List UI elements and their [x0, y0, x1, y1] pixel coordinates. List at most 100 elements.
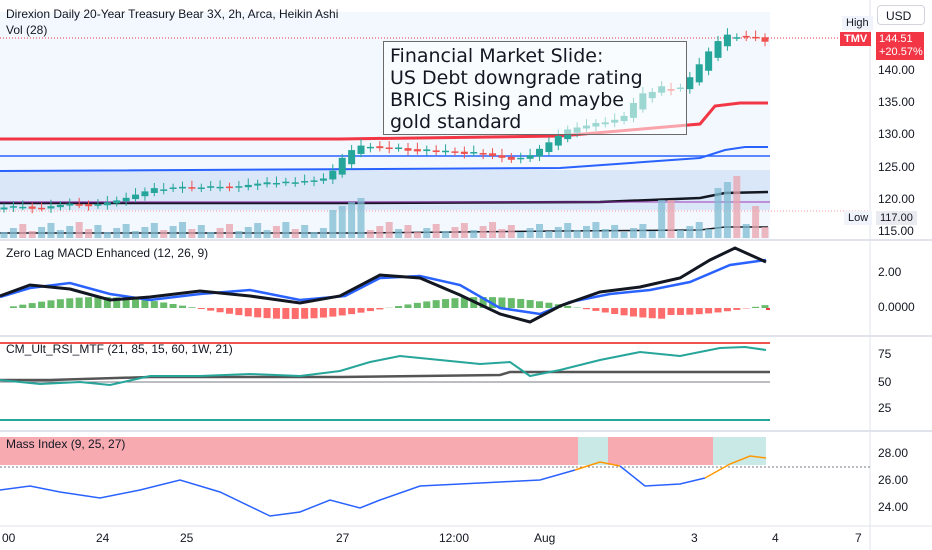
macd-histogram-bar	[348, 308, 356, 315]
candle-body	[376, 146, 384, 149]
volume-bar	[357, 198, 365, 238]
volume-bar	[338, 206, 346, 238]
price-axis-label: 130.00	[878, 127, 915, 141]
last-price-value: 144.51	[879, 33, 913, 45]
macd-histogram-bar	[620, 308, 628, 316]
macd-histogram-bar	[460, 297, 468, 308]
macd-histogram-bar	[132, 298, 140, 308]
volume-bar	[47, 223, 55, 238]
candle-body	[742, 35, 750, 38]
volume-bar	[676, 230, 684, 238]
macd-histogram-bar	[75, 297, 83, 308]
time-axis-label: 4	[772, 531, 779, 545]
candle-body	[38, 207, 46, 210]
macd-title: Zero Lag MACD Enhanced (12, 26, 9)	[6, 246, 209, 260]
upper-band-line	[0, 101, 768, 141]
candle-body	[498, 155, 506, 158]
candle-body	[263, 182, 271, 185]
low-value: 117.00	[876, 211, 917, 225]
volume-bar	[160, 230, 168, 238]
volume-bar	[385, 222, 393, 238]
volume-bar	[150, 223, 158, 238]
volume-bar	[536, 224, 544, 238]
volume-bar	[620, 232, 628, 238]
candle-body	[460, 151, 468, 154]
candle-body	[536, 148, 544, 157]
price-axis-label: 140.00	[878, 63, 915, 77]
candle-body	[301, 181, 309, 183]
macd-histogram-bar	[235, 308, 243, 316]
macd-histogram-bar	[272, 308, 280, 319]
candle-body	[395, 147, 403, 150]
volume-bar	[197, 225, 205, 238]
volume-bar	[498, 229, 506, 238]
candle-body	[216, 186, 224, 189]
mass-axis-label: 28.00	[878, 446, 909, 460]
candle-body	[122, 197, 130, 202]
macd-histogram-bar	[705, 308, 713, 314]
candle-body	[470, 152, 478, 154]
macd-histogram-bar	[254, 308, 262, 318]
volume-bar	[348, 202, 356, 238]
time-axis-label: 27	[336, 531, 350, 545]
macd-histogram-bar	[282, 308, 290, 319]
macd-histogram-bar	[761, 305, 769, 308]
volume-bar	[601, 229, 609, 238]
macd-histogram-bar	[423, 301, 431, 308]
macd-histogram-bar	[291, 308, 299, 319]
macd-histogram-bar	[9, 306, 17, 308]
volume-bar	[667, 200, 675, 238]
volume-bar	[507, 225, 515, 238]
macd-histogram-bar	[160, 302, 168, 308]
volume-bar	[216, 228, 224, 238]
volume-bar	[451, 227, 459, 238]
candle-body	[714, 41, 722, 58]
macd-histogram-bar	[667, 308, 675, 315]
candle-body	[733, 37, 741, 39]
volume-bar	[235, 231, 243, 238]
macd-histogram-bar	[244, 308, 252, 317]
volume-bar	[517, 232, 525, 238]
macd-histogram-bar	[395, 306, 403, 308]
volume-bar	[301, 225, 309, 238]
annotation-textbox[interactable]: Financial Market Slide: US Debt downgrad…	[383, 41, 687, 135]
candle-body	[723, 34, 731, 47]
macd-histogram-bar	[366, 308, 374, 312]
candle-body	[489, 153, 497, 156]
volume-bar	[761, 227, 769, 238]
candle-body	[188, 187, 196, 189]
volume-bar	[526, 228, 534, 238]
volume-bar	[705, 229, 713, 238]
macd-histogram-bar	[38, 301, 46, 308]
rsi-axis-label: 75	[878, 347, 892, 361]
currency-button[interactable]: USD	[877, 5, 925, 25]
candle-body	[272, 182, 280, 185]
candle-body	[432, 150, 440, 153]
price-axis-label: 125.00	[878, 160, 915, 174]
candle-body	[404, 148, 412, 151]
candle-body	[150, 188, 158, 193]
mass-bulge-zone	[0, 437, 578, 465]
macd-histogram-bar	[103, 297, 111, 308]
last-price-tag: 144.51 +20.57%	[876, 32, 924, 60]
macd-histogram-bar	[695, 308, 703, 315]
volume-bar	[733, 176, 741, 238]
candle-body	[507, 156, 515, 160]
volume-bar	[207, 232, 215, 238]
volume-bar	[319, 228, 327, 238]
candle-body	[225, 186, 233, 189]
macd-histogram-bar	[404, 304, 412, 308]
macd-histogram-bar	[85, 297, 93, 308]
candle-body	[338, 157, 346, 175]
volume-bar	[686, 226, 694, 238]
candle-body	[0, 207, 8, 210]
rsi-axis-label: 25	[878, 401, 892, 415]
volume-bar	[66, 226, 74, 238]
high-label: High	[842, 16, 873, 30]
volume-bar	[423, 228, 431, 238]
volume-bar	[413, 232, 421, 238]
macd-histogram-bar	[592, 308, 600, 311]
volume-bar	[244, 227, 252, 238]
candle-body	[686, 77, 694, 90]
macd-histogram-bar	[301, 308, 309, 319]
